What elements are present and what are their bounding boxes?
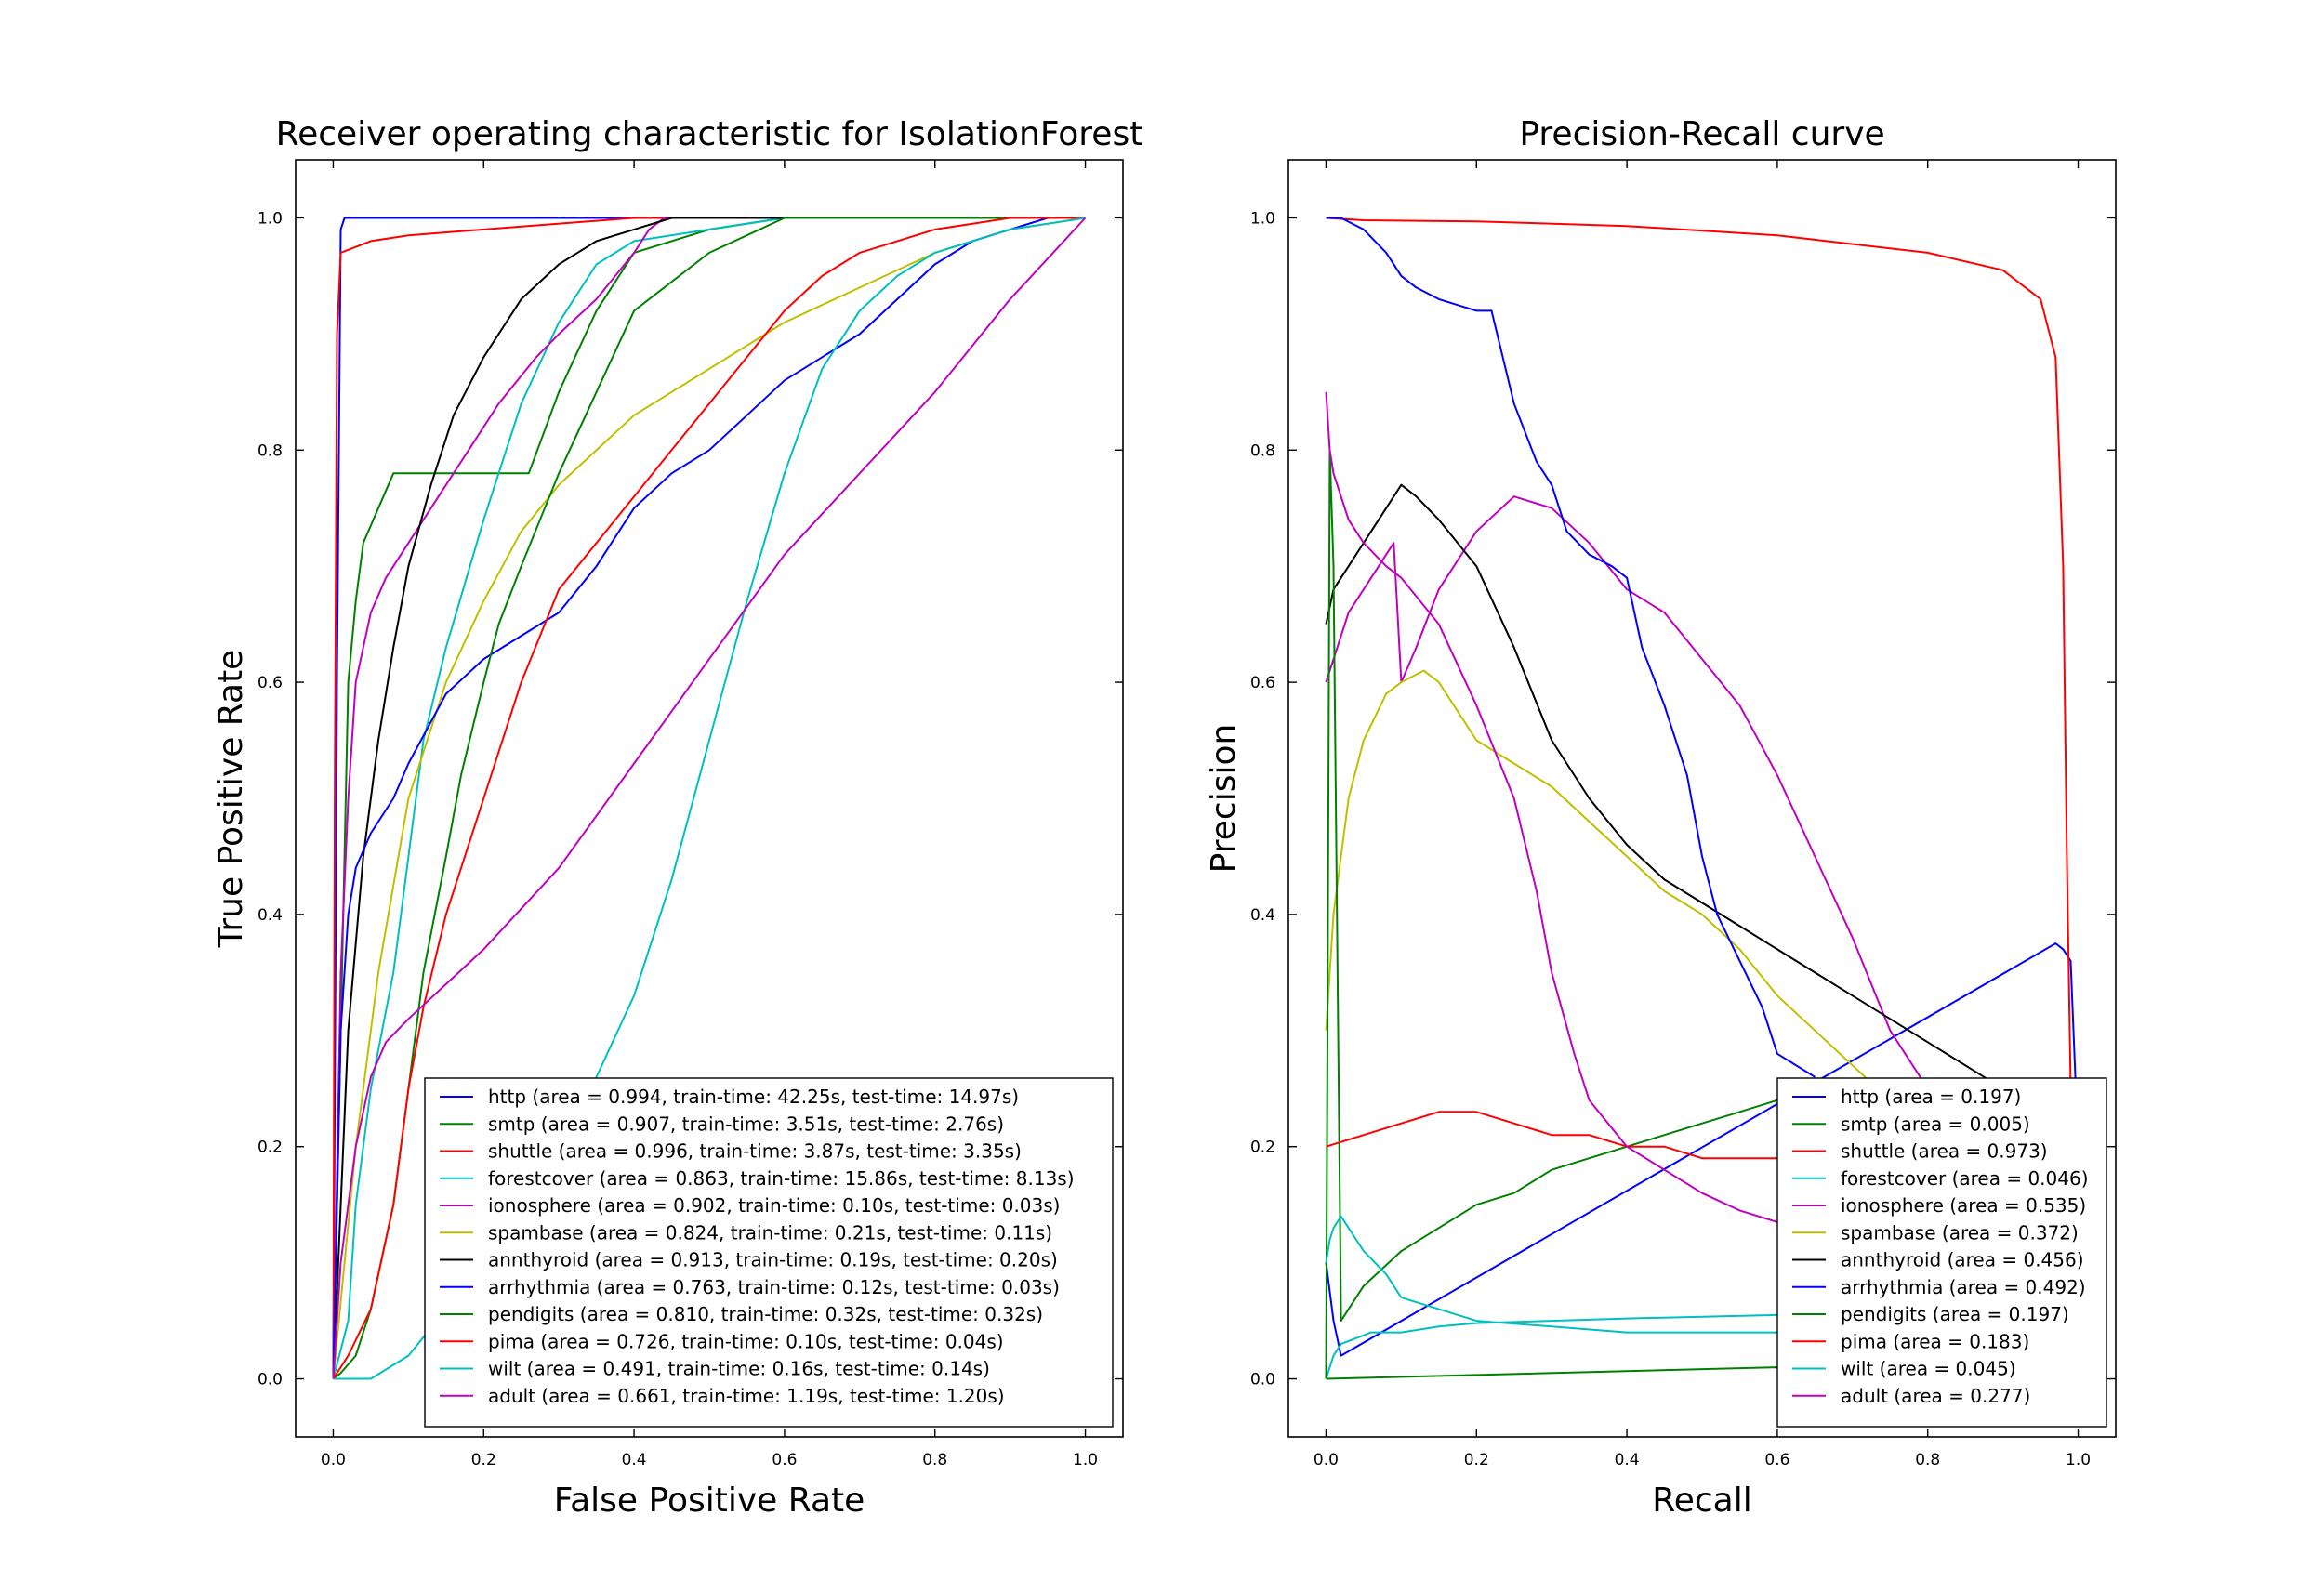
x-tick-label: 0.6	[1764, 1451, 1789, 1469]
x-tick-label: 0.2	[471, 1451, 496, 1469]
legend-box	[1776, 1077, 2107, 1428]
legend-label: forestcover (area = 0.046)	[1841, 1167, 2089, 1190]
legend-label: ionosphere (area = 0.902, train-time: 0.…	[488, 1194, 1060, 1217]
legend-label: forestcover (area = 0.863, train-time: 1…	[488, 1167, 1075, 1190]
series-line-5	[332, 217, 1086, 1379]
legend-label: annthyroid (area = 0.913, train-time: 0.…	[488, 1249, 1058, 1271]
legend-label: pima (area = 0.183)	[1841, 1330, 2029, 1352]
series-line-8	[332, 217, 1086, 1380]
legend-label: adult (area = 0.661, train-time: 1.19s, …	[488, 1385, 1005, 1407]
y-tick-label: 0.8	[257, 441, 283, 460]
series-line-2	[332, 217, 1086, 1379]
y-tick-label: 0.0	[257, 1371, 283, 1389]
legend-label: pendigits (area = 0.810, train-time: 0.3…	[488, 1303, 1043, 1325]
series-line-2	[1326, 217, 2080, 1322]
x-tick-label: 0.8	[922, 1451, 947, 1469]
series-line-3	[332, 217, 1086, 1379]
series-line-0	[332, 217, 1086, 1379]
x-tick-label: 0.0	[321, 1451, 346, 1469]
pr-panel: 0.0 0.0 0.2 0.2 0.4 0.4 0.6 0.6 0.8 0.8 1.0 1.0 Prec…	[1205, 115, 2117, 1520]
y-tick-label: 0.6	[1250, 674, 1275, 692]
legend-label: shuttle (area = 0.996, train-time: 3.87s…	[488, 1140, 1022, 1163]
x-tick-label: 0.4	[1615, 1451, 1640, 1469]
x-tick-label: 1.0	[1073, 1451, 1098, 1469]
series-line-10	[1325, 1215, 1853, 1334]
roc-panel: 0.0 0.0 0.2 0.2 0.4 0.4 0.6 0.6 0.8 0.8 1.0 1.0 Rece…	[212, 115, 1142, 1520]
series-line-9	[1326, 1111, 1928, 1171]
series-line-11	[1325, 391, 1816, 1230]
x-axis-label: Recall	[1652, 1481, 1751, 1520]
y-tick-label: 0.4	[1250, 906, 1275, 925]
x-tick-label: 0.2	[1464, 1451, 1489, 1469]
legend: http (area = 0.994, train-time: 42.25s, …	[424, 1077, 1114, 1428]
series-line-0	[1325, 942, 2080, 1357]
legend-label: shuttle (area = 0.973)	[1841, 1140, 2048, 1163]
legend-label: http (area = 0.994, train-time: 42.25s, …	[488, 1086, 1019, 1108]
legend-label: wilt (area = 0.491, train-time: 0.16s, t…	[488, 1358, 990, 1380]
y-tick-label: 1.0	[1250, 209, 1275, 228]
chart-title: Precision-Recall curve	[1519, 115, 1884, 153]
series-line-6	[332, 217, 1086, 1379]
x-tick-label: 1.0	[2066, 1451, 2091, 1469]
y-tick-label: 0.8	[1250, 441, 1275, 460]
legend-label: arrhythmia (area = 0.492)	[1841, 1276, 2086, 1298]
y-tick-label: 0.2	[257, 1139, 283, 1157]
series-line-7	[332, 217, 1086, 1379]
legend-label: arrhythmia (area = 0.763, train-time: 0.…	[488, 1276, 1060, 1298]
y-tick-label: 0.6	[257, 674, 283, 692]
series-line-4	[1325, 495, 2079, 1206]
legend-label: wilt (area = 0.045)	[1841, 1358, 2016, 1380]
x-tick-label: 0.4	[622, 1451, 647, 1469]
series-line-4	[332, 217, 1086, 1379]
legend-label: spambase (area = 0.372)	[1841, 1221, 2079, 1244]
legend-label: annthyroid (area = 0.456)	[1841, 1249, 2084, 1271]
plot-frame	[1287, 159, 2117, 1438]
y-tick-label: 1.0	[257, 209, 283, 228]
y-tick-label: 0.0	[1250, 1371, 1275, 1389]
x-axis-label: False Positive Rate	[554, 1481, 865, 1520]
legend-label: spambase (area = 0.824, train-time: 0.21…	[488, 1221, 1052, 1244]
x-tick-label: 0.6	[772, 1451, 797, 1469]
x-tick-label: 0.0	[1314, 1451, 1339, 1469]
legend-label: pendigits (area = 0.197)	[1841, 1303, 2069, 1325]
series-line-6	[1325, 483, 2004, 1090]
y-axis-label: True Positive Rate	[212, 650, 250, 949]
series-line-7	[1326, 217, 1816, 1078]
series-line-11	[332, 217, 1087, 1379]
legend: http (area = 0.197) smtp (area = 0.005) sh…	[1776, 1077, 2107, 1428]
series-line-9	[332, 217, 1086, 1380]
series-lines	[1325, 217, 2080, 1380]
legend-label: pima (area = 0.726, train-time: 0.10s, t…	[488, 1330, 1004, 1352]
legend-box	[424, 1077, 1114, 1428]
legend-label: adult (area = 0.277)	[1841, 1385, 2030, 1407]
legend-label: http (area = 0.197)	[1841, 1086, 2021, 1108]
series-line-5	[1325, 669, 1891, 1101]
chart-title: Receiver operating characteristic for Is…	[276, 115, 1143, 153]
legend-label: smtp (area = 0.907, train-time: 3.51s, t…	[488, 1113, 1004, 1135]
y-axis-label: Precision	[1205, 724, 1243, 874]
y-tick-label: 0.4	[257, 906, 283, 925]
plot-frame	[295, 159, 1124, 1438]
legend-label: smtp (area = 0.005)	[1841, 1113, 2030, 1135]
x-tick-label: 0.8	[1915, 1451, 1940, 1469]
legend-label: ionosphere (area = 0.535)	[1841, 1194, 2086, 1217]
y-tick-label: 0.2	[1250, 1139, 1275, 1157]
